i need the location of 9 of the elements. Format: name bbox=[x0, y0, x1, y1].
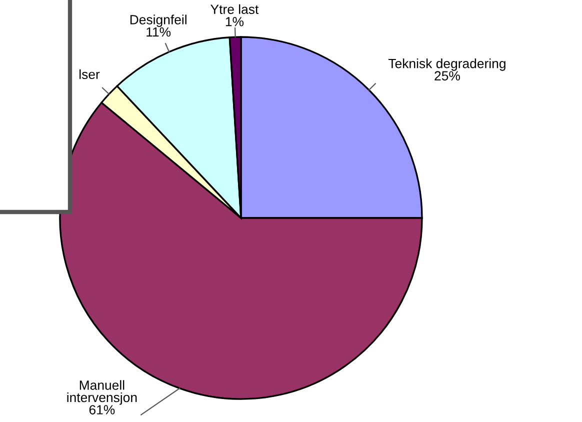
slice-label: Teknisk degradering bbox=[388, 58, 506, 71]
data-label: 61% bbox=[89, 405, 115, 414]
slice-label: lser bbox=[80, 69, 100, 80]
data-label: 25% bbox=[434, 71, 460, 81]
data-label: 1% bbox=[226, 17, 244, 26]
data-label: 11% bbox=[146, 27, 171, 37]
slice-label: Ytre last bbox=[210, 4, 259, 14]
slice-label: Designfeil bbox=[130, 14, 186, 27]
slice-label: Manuell intervensjon bbox=[67, 380, 137, 405]
